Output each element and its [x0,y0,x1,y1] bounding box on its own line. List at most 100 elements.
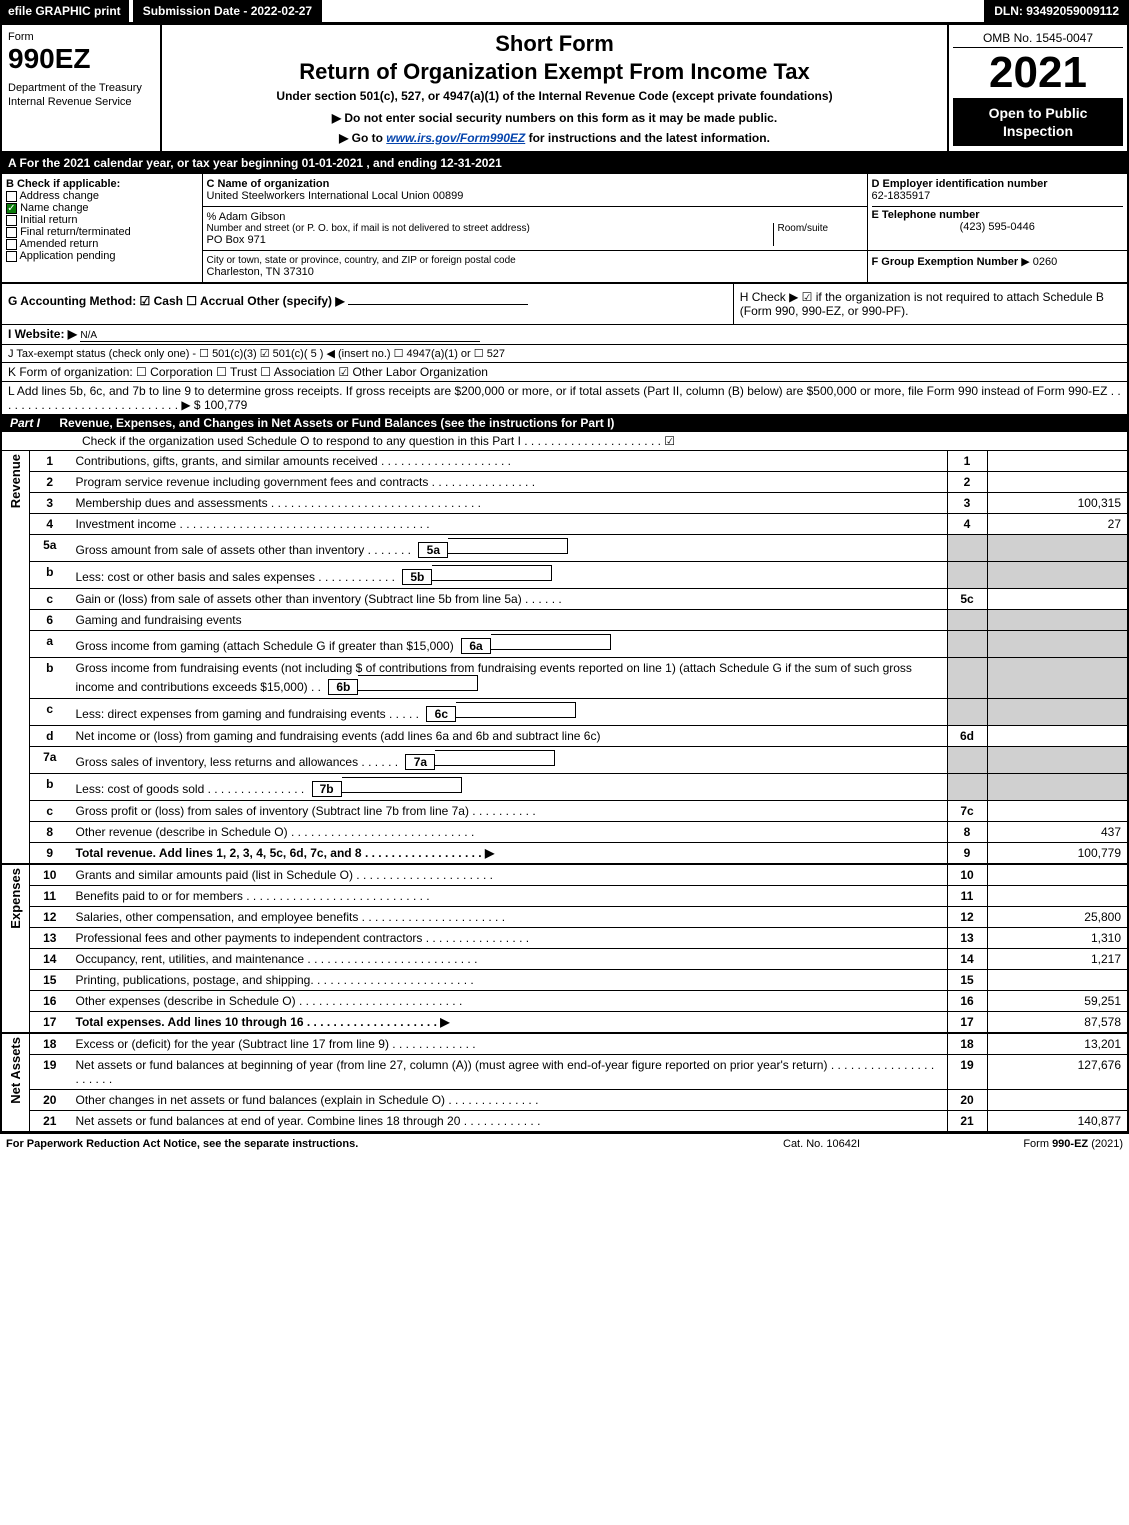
org-name: United Steelworkers International Local … [207,190,863,202]
row20-rn: 20 [947,1090,987,1111]
box-d: D Employer identification number 62-1835… [867,174,1127,251]
footer-right: Form 990-EZ (2021) [943,1138,1123,1150]
row10-rn: 10 [947,864,987,886]
row13-amt: 1,310 [987,928,1127,949]
row6c-text: Less: direct expenses from gaming and fu… [70,699,948,726]
row5c-num: c [30,589,70,610]
f-label: F Group Exemption Number [872,256,1019,268]
row6-rn [947,610,987,631]
row12-rn: 12 [947,907,987,928]
check-name-label: Name change [20,202,89,214]
row6c-rn [947,699,987,726]
row2-num: 2 [30,472,70,493]
row3-rn: 3 [947,493,987,514]
row20-amt [987,1090,1127,1111]
room-label: Room/suite [773,223,863,246]
line-j: J Tax-exempt status (check only one) - ☐… [1,345,1128,363]
row7a-text: Gross sales of inventory, less returns a… [70,747,948,774]
city-value: Charleston, TN 37310 [207,266,863,278]
row13-num: 13 [30,928,70,949]
header-left: Form 990EZ Department of the Treasury In… [1,24,161,152]
row6b-text: Gross income from fundraising events (no… [70,658,948,699]
row7a-rn [947,747,987,774]
box-c-city: City or town, state or province, country… [202,251,867,283]
footer-left: For Paperwork Reduction Act Notice, see … [6,1138,783,1150]
row8-rn: 8 [947,822,987,843]
row6b-rn [947,658,987,699]
row6a-text: Gross income from gaming (attach Schedul… [70,631,948,658]
row19-amt: 127,676 [987,1055,1127,1090]
under-section-text: Under section 501(c), 527, or 4947(a)(1)… [168,89,941,103]
row16-rn: 16 [947,991,987,1012]
row10-num: 10 [30,864,70,886]
c-label: C Name of organization [207,178,863,190]
open-public-inspection: Open to Public Inspection [953,98,1123,146]
check-initial-return[interactable]: Initial return [6,214,198,226]
row7a-num: 7a [30,747,70,774]
row2-rn: 2 [947,472,987,493]
check-address-change[interactable]: Address change [6,190,198,202]
row9-text: Total revenue. Add lines 1, 2, 3, 4, 5c,… [70,843,948,865]
row5b-num: b [30,562,70,589]
row16-num: 16 [30,991,70,1012]
row6b-num: b [30,658,70,699]
form-number: 990EZ [8,43,154,75]
line-l-text: L Add lines 5b, 6c, and 7b to line 9 to … [8,384,1121,412]
return-title: Return of Organization Exempt From Incom… [168,59,941,85]
city-label: City or town, state or province, country… [207,255,863,266]
line-g: G Accounting Method: ☑ Cash ☐ Accrual Ot… [2,284,733,325]
row14-amt: 1,217 [987,949,1127,970]
check-name-change[interactable]: ✓ Name change [6,202,198,214]
website-value: N/A [80,330,480,342]
footer-right-post: (2021) [1088,1138,1123,1150]
row4-num: 4 [30,514,70,535]
row6c-amt [987,699,1127,726]
check-final-label: Final return/terminated [20,226,131,238]
row16-text: Other expenses (describe in Schedule O) … [70,991,948,1012]
form-label: Form [8,31,154,43]
efile-print-label[interactable]: efile GRAPHIC print [0,0,129,22]
row21-amt: 140,877 [987,1111,1127,1132]
row21-text: Net assets or fund balances at end of ye… [70,1111,948,1132]
box-b-title: B Check if applicable: [6,178,198,190]
row19-rn: 19 [947,1055,987,1090]
row5c-amt [987,589,1127,610]
box-f: F Group Exemption Number ▶ 0260 [867,251,1127,283]
row17-amt: 87,578 [987,1012,1127,1034]
row20-text: Other changes in net assets or fund bala… [70,1090,948,1111]
row7c-rn: 7c [947,801,987,822]
row7c-amt [987,801,1127,822]
revenue-vert-label: Revenue [2,451,30,865]
line-a: A For the 2021 calendar year, or tax yea… [1,152,1128,175]
footer-right-bold: 990-EZ [1052,1138,1088,1150]
row18-rn: 18 [947,1033,987,1055]
row13-text: Professional fees and other payments to … [70,928,948,949]
row18-text: Excess or (deficit) for the year (Subtra… [70,1033,948,1055]
row5b-rn [947,562,987,589]
check-address-label: Address change [19,190,99,202]
check-application-pending[interactable]: Application pending [6,250,198,262]
row6-amt [987,610,1127,631]
box-c-street: % Adam Gibson Number and street (or P. O… [202,207,867,251]
row6d-text: Net income or (loss) from gaming and fun… [70,726,948,747]
row11-rn: 11 [947,886,987,907]
goto-post: for instructions and the latest informat… [525,131,770,145]
check-final-return[interactable]: Final return/terminated [6,226,198,238]
row17-num: 17 [30,1012,70,1034]
row20-num: 20 [30,1090,70,1111]
ein-value: 62-1835917 [872,190,1124,202]
row17-rn: 17 [947,1012,987,1034]
row8-amt: 437 [987,822,1127,843]
irs-link[interactable]: www.irs.gov/Form990EZ [386,131,525,145]
check-amended-return[interactable]: Amended return [6,238,198,250]
row4-rn: 4 [947,514,987,535]
row5a-rn [947,535,987,562]
row9-num: 9 [30,843,70,865]
omb-label: OMB No. 1545-0047 [953,29,1123,48]
footer-catno: Cat. No. 10642I [783,1138,943,1150]
row8-num: 8 [30,822,70,843]
row21-rn: 21 [947,1111,987,1132]
row1-num: 1 [30,451,70,472]
submission-date: Submission Date - 2022-02-27 [133,0,322,22]
row5b-amt [987,562,1127,589]
